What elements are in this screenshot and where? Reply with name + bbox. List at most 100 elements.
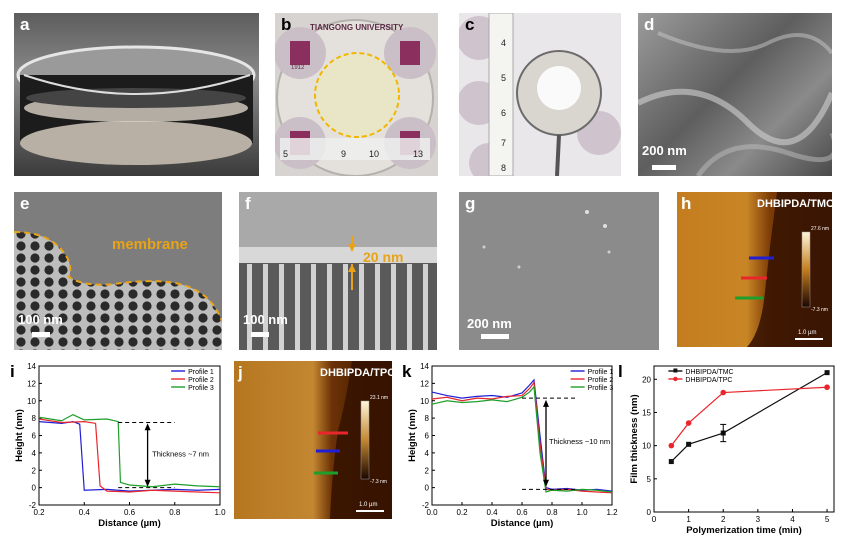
x-tick-label: 1 — [686, 515, 691, 524]
y-tick-label: 0 — [32, 484, 37, 493]
chart-l-thickness-vs-time: 0 1 2 3 4 5 0 5 10 15 20 Polymerization time (min) F… — [629, 365, 835, 536]
legend-marker — [673, 376, 678, 382]
porous-substrate-illustration — [14, 231, 222, 350]
legend-label: Profile 1 — [188, 369, 214, 376]
afm-height-map-j — [314, 361, 392, 519]
y-tick-label: 8 — [32, 414, 37, 423]
panel-j-label: j — [238, 363, 243, 382]
x-tick-label: 1.2 — [606, 508, 618, 517]
y-tick-label: 0 — [425, 484, 430, 493]
colorbar-min: -7.3 nm — [811, 307, 828, 313]
panel-j-afm: DHBIPDA/TPC 23.1 nm -7.3 nm 1.0 µm j — [234, 361, 392, 519]
thickness-annotation: Thickness ~10 nm — [549, 437, 610, 446]
y-tick-label: 2 — [32, 466, 37, 475]
panel-b-label: b — [281, 15, 292, 34]
panel-c-label: c — [465, 15, 475, 34]
y-axis-label: Height (nm) — [407, 409, 418, 462]
y-tick-label: -2 — [29, 501, 37, 510]
x-tick-label: 0.2 — [456, 508, 468, 517]
ruler-mark: 13 — [413, 149, 424, 159]
logo-year: 1912 — [291, 65, 305, 71]
mesh-holder-illustration — [459, 13, 621, 176]
colorbar-min: -7.3 nm — [370, 479, 387, 485]
x-tick-label: 2 — [721, 515, 726, 524]
x-tick-label: 1.0 — [214, 508, 226, 517]
x-tick-label: 1.0 — [576, 508, 588, 517]
scale-bar — [356, 510, 384, 512]
scale-label: 100 nm — [243, 312, 288, 327]
y-tick-label: 10 — [27, 397, 36, 406]
x-tick-label: 3 — [756, 515, 761, 524]
y-tick-label: 0 — [647, 508, 652, 517]
ruler-mark: 9 — [341, 149, 347, 159]
afm-height-map-h — [735, 192, 832, 347]
cross-section-illustration — [239, 192, 437, 350]
series-line-profile-2 — [38, 418, 221, 494]
wrinkled-film-illustration — [638, 31, 832, 176]
x-tick-label: 5 — [825, 515, 830, 524]
legend-label: DHBIPDA/TMC — [685, 369, 733, 376]
scale-label: 200 nm — [642, 143, 687, 158]
x-tick-label: 0.0 — [426, 508, 438, 517]
x-axis-label: Polymerization time (min) — [686, 525, 802, 536]
arrow-head-up — [543, 399, 549, 407]
panel-a-label: a — [20, 15, 30, 34]
panel-g-label: g — [465, 194, 476, 213]
legend-label: Profile 2 — [188, 377, 214, 384]
panel-e-label: e — [20, 194, 30, 213]
legend-label: Profile 1 — [588, 369, 614, 376]
y-tick-label: 10 — [642, 442, 651, 451]
ruler-mark: 4 — [501, 38, 507, 48]
data-point — [668, 442, 675, 449]
y-tick-label: 12 — [420, 379, 429, 388]
x-tick-label: 4 — [790, 515, 795, 524]
panel-i-label: i — [10, 362, 15, 381]
x-tick-label: 0.8 — [546, 508, 558, 517]
y-axis-label: Film thickness (nm) — [629, 394, 640, 483]
ruler-mark: 6 — [501, 108, 507, 118]
y-tick-label: 12 — [27, 379, 36, 388]
arrow-head-down — [543, 479, 549, 487]
ruler-mark: 7 — [501, 138, 507, 148]
legend-label: Profile 3 — [188, 385, 214, 392]
y-tick-label: 14 — [420, 362, 429, 371]
y-tick-label: 6 — [32, 432, 37, 441]
thickness-annotation: 20 nm — [363, 249, 404, 265]
legend-label: Profile 2 — [588, 377, 614, 384]
scale-label: 200 nm — [467, 316, 512, 331]
x-tick-label: 0.6 — [124, 508, 136, 517]
ruler-mark: 8 — [501, 163, 507, 173]
arrow-head-up — [144, 423, 151, 431]
panel-d-sem: 200 nm d — [638, 13, 832, 176]
membrane-on-logo-illustration — [275, 19, 436, 176]
colorbar-max: 23.1 nm — [370, 395, 389, 401]
panel-f-sem: 20 nm 100 nm f — [239, 192, 437, 350]
afm-title: DHBIPDA/TPC — [320, 367, 392, 379]
panel-h-afm: DHBIPDA/TMC 27.6 nm -7.3 nm 1.0 µm h — [677, 192, 832, 347]
series-line-dhbipda-tmc — [670, 372, 828, 462]
ruler-mark: 5 — [501, 73, 507, 83]
panel-f-label: f — [245, 194, 251, 213]
x-axis-label: Distance (µm) — [491, 518, 554, 529]
x-axis-label: Distance (µm) — [98, 518, 161, 529]
scale-bar — [251, 332, 269, 337]
x-tick-label: 0 — [652, 515, 657, 524]
panel-d-label: d — [644, 15, 655, 34]
y-tick-label: 15 — [642, 408, 651, 417]
scale-label: 100 nm — [18, 312, 63, 327]
scale-label: 1.0 µm — [798, 330, 817, 336]
afm-title: DHBIPDA/TMC — [757, 198, 832, 210]
arrow-head-down — [144, 479, 151, 487]
y-tick-label: 2 — [425, 466, 430, 475]
y-tick-label: 5 — [647, 475, 652, 484]
surface-illustration — [482, 210, 611, 269]
legend-marker — [673, 368, 678, 373]
colorbar-max: 27.6 nm — [811, 226, 830, 232]
x-tick-label: 0.4 — [79, 508, 91, 517]
legend-label: DHBIPDA/TPC — [685, 377, 732, 384]
logo-text: TIANGONG UNIVERSITY — [310, 23, 404, 32]
data-point — [824, 384, 830, 391]
y-tick-label: 8 — [425, 414, 430, 423]
panel-g-sem: 200 nm g — [459, 192, 659, 350]
ruler-mark: 5 — [283, 149, 289, 159]
